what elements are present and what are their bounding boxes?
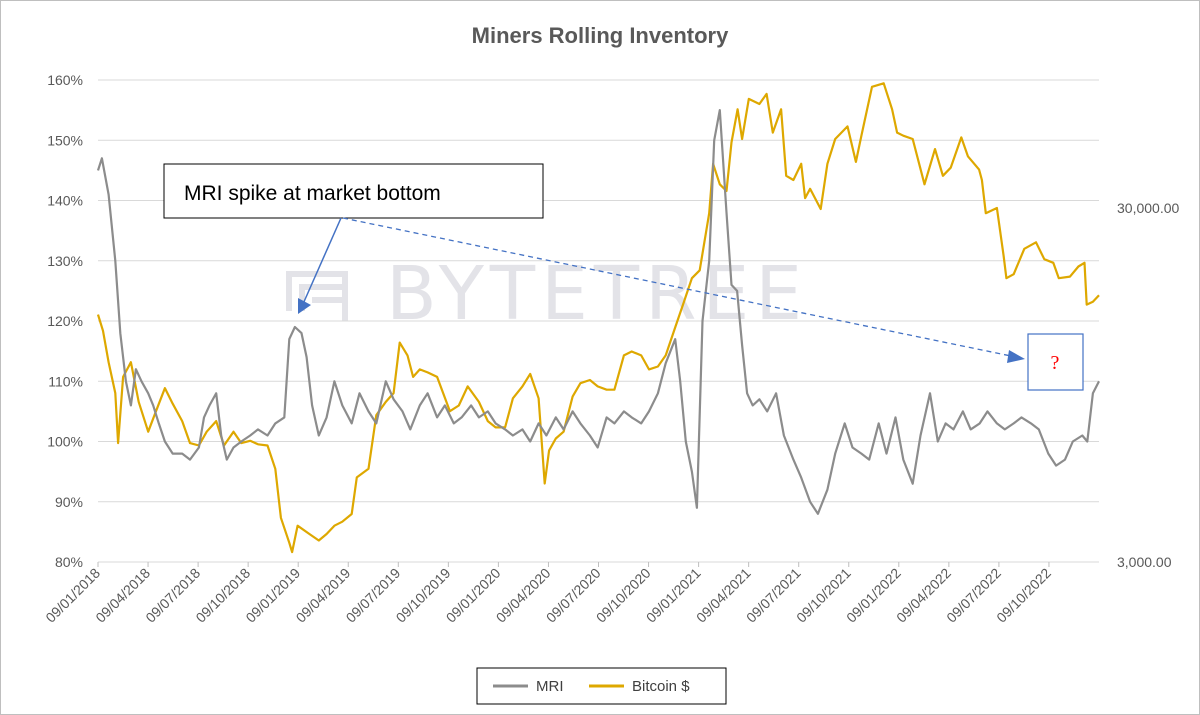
trend-arrowhead (1007, 350, 1025, 363)
question-annotation: ? (1027, 333, 1084, 391)
left-tick-label: 120% (47, 313, 83, 329)
trend-dashed-arrow (342, 217, 1012, 357)
callout-annotation: MRI spike at market bottom (163, 163, 1025, 363)
left-tick-label: 160% (47, 72, 83, 88)
callout-arrowhead (298, 298, 311, 314)
left-tick-label: 80% (55, 554, 83, 570)
right-tick-label: 30,000.00 (1117, 200, 1179, 216)
left-tick-label: 110% (48, 373, 83, 389)
x-axis-ticks: 09/01/201809/04/201809/07/201809/10/2018… (42, 561, 1099, 626)
left-tick-label: 130% (47, 253, 83, 269)
right-axis-ticks: 3,000.00 30,000.00 (1117, 200, 1179, 570)
chart-title: Miners Rolling Inventory (472, 23, 729, 48)
bitcoin-series-line (96, 82, 1100, 554)
mri-series-line (96, 109, 1100, 515)
callout-text: MRI spike at market bottom (184, 182, 441, 205)
legend: MRI Bitcoin $ (476, 667, 727, 705)
watermark-text: BYTETREE (386, 251, 808, 337)
question-box (1027, 333, 1084, 391)
bytetree-watermark: BYTETREE (286, 251, 808, 337)
x-tick-label: 09/10/2022 (993, 565, 1054, 626)
left-tick-label: 100% (47, 434, 83, 450)
bytetree-logo-icon (286, 271, 348, 321)
right-tick-label: 3,000.00 (1117, 554, 1172, 570)
legend-label-bitcoin: Bitcoin $ (632, 678, 690, 695)
series-layer (96, 82, 1100, 554)
question-mark: ? (1051, 352, 1060, 374)
callout-arrow (302, 217, 342, 305)
legend-label-mri: MRI (536, 678, 564, 695)
callout-box (163, 163, 544, 219)
left-tick-label: 140% (47, 193, 83, 209)
left-tick-label: 90% (55, 494, 83, 510)
left-tick-label: 150% (47, 132, 83, 148)
left-axis-ticks: 80% 90% 100% 110% 120% 130% 140% 150% 160% (47, 72, 83, 570)
gridlines (98, 79, 1099, 563)
